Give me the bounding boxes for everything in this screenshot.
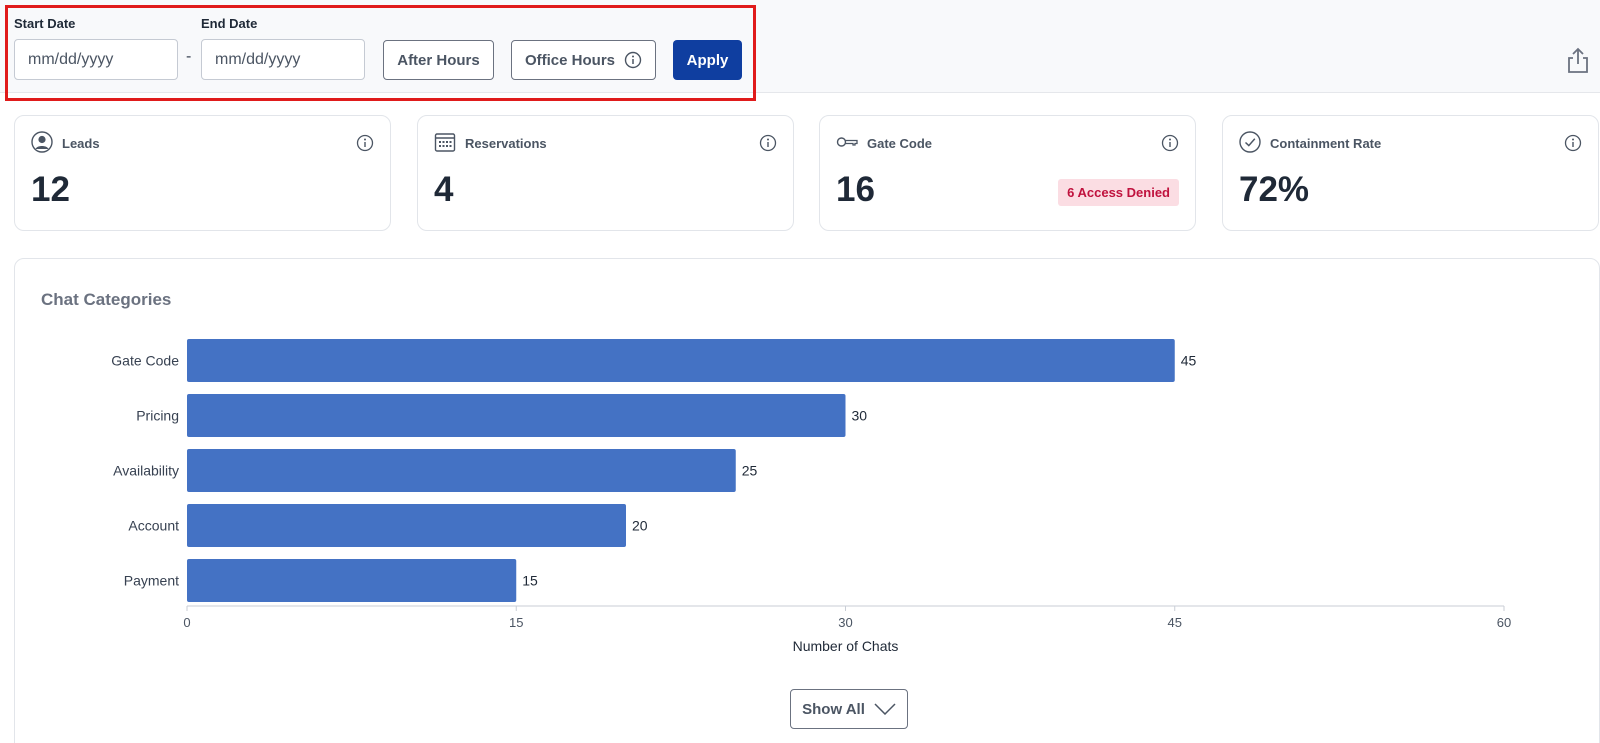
bar[interactable] [187, 394, 846, 437]
category-label: Pricing [136, 408, 179, 424]
metric-value: 4 [434, 170, 454, 209]
metric-label: Containment Rate [1270, 136, 1382, 151]
x-tick-label: 15 [509, 615, 523, 630]
info-icon[interactable] [759, 134, 777, 152]
bar[interactable] [187, 504, 626, 547]
metric-value: 72% [1239, 170, 1310, 209]
share-icon[interactable] [1566, 46, 1590, 74]
chat-categories-card: Chat Categories Gate Code 45 Pricing 30 Avai… [14, 258, 1600, 743]
after-hours-label: After Hours [397, 51, 480, 69]
data-label: 45 [1181, 353, 1197, 369]
bar[interactable] [187, 449, 736, 492]
chat-categories-chart: Gate Code 45 Pricing 30 Availability 25 Accoun… [111, 339, 1511, 654]
x-tick-label: 45 [1168, 615, 1182, 630]
metric-label: Leads [62, 136, 100, 151]
x-tick-label: 60 [1497, 615, 1511, 630]
after-hours-button[interactable]: After Hours [383, 40, 494, 80]
show-all-label: Show All [802, 700, 865, 718]
bar[interactable] [187, 559, 517, 602]
category-label: Payment [124, 573, 179, 589]
chevron-down-icon [874, 703, 896, 715]
date-range-separator: - [186, 48, 192, 65]
key-icon [836, 137, 858, 147]
data-label: 20 [632, 518, 648, 534]
info-icon[interactable] [1564, 134, 1582, 152]
metric-card-gate-code: Gate Code 16 6 Access Denied [819, 115, 1196, 231]
info-icon[interactable] [356, 134, 374, 152]
chart-title: Chat Categories [41, 290, 172, 309]
x-axis-title: Number of Chats [793, 638, 899, 654]
x-tick-label: 30 [838, 615, 852, 630]
start-date-input[interactable] [14, 39, 178, 80]
category-label: Gate Code [111, 353, 179, 369]
metric-label: Gate Code [867, 136, 933, 151]
data-label: 25 [742, 463, 758, 479]
user-circle-icon [31, 131, 53, 153]
metric-card-containment-rate: Containment Rate 72% [1222, 115, 1599, 231]
office-hours-label: Office Hours [524, 51, 615, 69]
info-icon[interactable] [1161, 134, 1179, 152]
bar[interactable] [187, 339, 1175, 382]
category-label: Account [128, 518, 179, 534]
access-denied-badge: 6 Access Denied [1058, 179, 1179, 206]
check-circle-icon [1239, 131, 1261, 153]
category-label: Availability [113, 463, 179, 479]
end-date-input[interactable] [201, 39, 365, 80]
x-tick-label: 0 [183, 615, 190, 630]
start-date-label: Start Date [14, 16, 76, 31]
metric-value: 12 [31, 170, 70, 209]
apply-button[interactable]: Apply [673, 40, 742, 80]
info-icon [624, 51, 642, 69]
filter-highlight-box [5, 5, 756, 101]
calendar-icon [434, 133, 456, 152]
metric-label: Reservations [465, 136, 547, 151]
end-date-label: End Date [201, 16, 258, 31]
metric-card-reservations: Reservations 4 [417, 115, 794, 231]
data-label: 15 [522, 573, 538, 589]
show-all-button[interactable]: Show All [790, 689, 908, 729]
office-hours-button[interactable]: Office Hours [511, 40, 656, 80]
metric-value: 16 [836, 170, 875, 209]
metric-card-leads: Leads 12 [14, 115, 391, 231]
data-label: 30 [852, 408, 868, 424]
